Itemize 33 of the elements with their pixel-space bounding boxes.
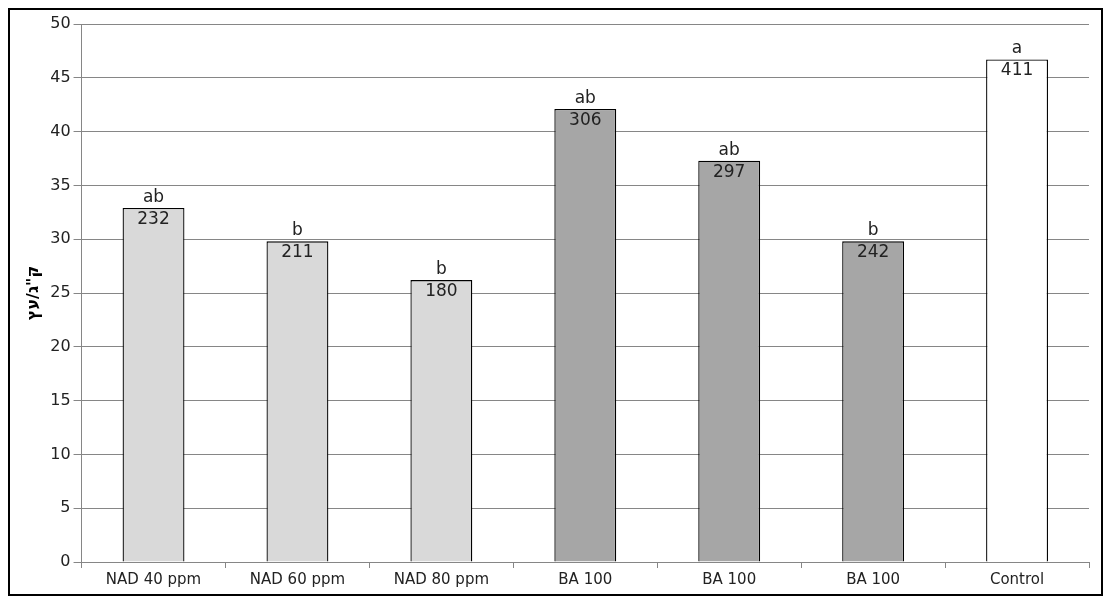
data-label: ab bbox=[574, 86, 596, 107]
annotation: 411 bbox=[1000, 59, 1034, 80]
y-tick-label: 5 bbox=[60, 497, 71, 517]
data-label: a bbox=[1011, 37, 1023, 58]
data-label: b bbox=[435, 258, 447, 279]
annotation: 232 bbox=[137, 207, 170, 228]
x-tick-label: BA 100 bbox=[846, 569, 901, 588]
x-tick-label: NAD 80 ppm bbox=[393, 569, 490, 588]
annotation: 297 bbox=[712, 160, 746, 181]
y-axis-title: ק"ג/עץ bbox=[22, 265, 42, 321]
x-tick-label: NAD 60 ppm bbox=[249, 569, 346, 588]
y-tick-label: 10 bbox=[50, 443, 71, 463]
y-tick-label: 25 bbox=[50, 282, 71, 302]
y-tick-label: 50 bbox=[50, 13, 71, 33]
data-label: b bbox=[292, 219, 303, 240]
y-tick-label: 45 bbox=[50, 66, 71, 86]
y-tick-label: 40 bbox=[50, 120, 71, 140]
data-label: ab bbox=[142, 185, 165, 206]
y-tick-label: 15 bbox=[50, 389, 71, 409]
x-tick-label: BA 100 bbox=[558, 569, 613, 588]
y-tick-label: 20 bbox=[50, 335, 71, 355]
y-tick-label: 0 bbox=[60, 551, 71, 571]
annotation: 306 bbox=[569, 108, 602, 129]
data-label: ab bbox=[718, 138, 740, 159]
y-tick-label: 30 bbox=[50, 228, 71, 248]
data-label: b bbox=[867, 219, 879, 240]
annotation: 242 bbox=[856, 241, 890, 262]
x-tick-label: NAD 40 ppm bbox=[105, 569, 202, 588]
x-tick-label: Control bbox=[989, 569, 1045, 588]
y-tick-label: 35 bbox=[50, 174, 71, 194]
x-tick-label: BA 100 bbox=[702, 569, 757, 588]
annotation: 211 bbox=[281, 241, 314, 262]
annotation: 180 bbox=[425, 280, 458, 301]
